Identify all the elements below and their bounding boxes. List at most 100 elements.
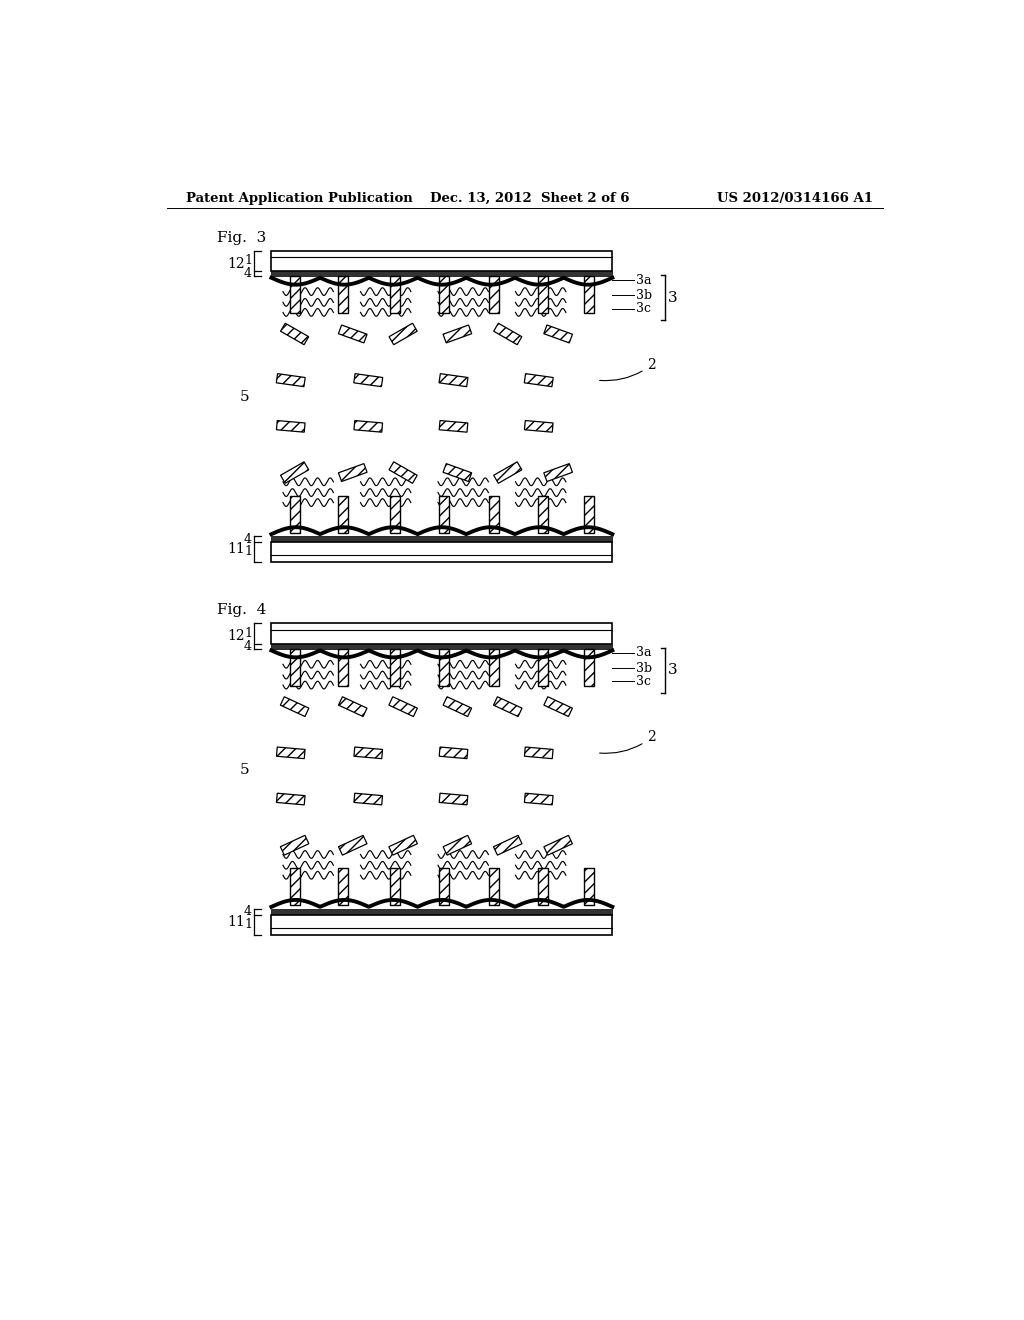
Bar <box>271 271 612 276</box>
Bar <box>439 869 450 906</box>
Bar <box>390 869 400 906</box>
Bar <box>353 374 383 387</box>
Text: 4: 4 <box>244 533 252 545</box>
Bar <box>281 323 308 345</box>
Bar <box>389 836 418 855</box>
Bar <box>439 649 450 686</box>
Text: 1: 1 <box>244 255 252 268</box>
Bar <box>538 496 548 533</box>
Text: 1: 1 <box>244 545 252 558</box>
Bar <box>290 649 300 686</box>
Bar <box>538 649 548 686</box>
Bar <box>494 697 522 717</box>
Bar <box>494 836 522 855</box>
Bar <box>538 276 548 313</box>
Text: 3a: 3a <box>636 647 651 659</box>
Bar <box>443 697 472 717</box>
Bar <box>524 374 553 387</box>
Bar <box>538 869 548 906</box>
Bar <box>271 623 612 644</box>
Text: 5: 5 <box>240 391 250 404</box>
Bar <box>439 374 468 387</box>
Bar <box>439 793 468 805</box>
Text: 3a: 3a <box>636 273 651 286</box>
Bar <box>439 276 450 313</box>
Bar <box>584 869 594 906</box>
Bar <box>271 536 612 543</box>
Bar <box>339 836 367 855</box>
Bar <box>338 276 348 313</box>
Bar <box>524 421 553 432</box>
Bar <box>276 374 305 387</box>
Bar <box>584 276 594 313</box>
Text: 4: 4 <box>244 906 252 919</box>
Text: 4: 4 <box>244 640 252 652</box>
Bar <box>276 421 305 432</box>
Text: 3: 3 <box>669 290 678 305</box>
Text: 11: 11 <box>227 915 245 929</box>
Bar <box>290 276 300 313</box>
Bar <box>544 325 572 343</box>
Text: 2: 2 <box>600 358 656 380</box>
Bar <box>271 915 612 935</box>
Text: 3b: 3b <box>636 661 651 675</box>
Bar <box>390 649 400 686</box>
Text: 12: 12 <box>227 630 245 643</box>
Bar <box>276 747 305 759</box>
Bar <box>544 463 572 482</box>
Text: 5: 5 <box>240 763 250 777</box>
Bar <box>271 543 612 562</box>
Bar <box>439 496 450 533</box>
Bar <box>439 747 468 759</box>
Bar <box>443 836 472 855</box>
Bar <box>338 463 367 482</box>
Bar <box>271 644 612 649</box>
Bar <box>439 421 468 432</box>
Text: Dec. 13, 2012  Sheet 2 of 6: Dec. 13, 2012 Sheet 2 of 6 <box>430 191 630 205</box>
Bar <box>271 251 612 271</box>
Bar <box>290 869 300 906</box>
Bar <box>354 793 383 805</box>
Bar <box>443 325 472 343</box>
Bar <box>271 909 612 915</box>
Bar <box>524 747 553 759</box>
Text: US 2012/0314166 A1: US 2012/0314166 A1 <box>717 191 873 205</box>
Bar <box>389 323 417 345</box>
Text: 12: 12 <box>227 256 245 271</box>
Bar <box>524 793 553 805</box>
Text: Patent Application Publication: Patent Application Publication <box>186 191 413 205</box>
Bar <box>281 697 309 717</box>
Text: 11: 11 <box>227 543 245 556</box>
Bar <box>339 697 367 717</box>
Bar <box>390 276 400 313</box>
Bar <box>389 462 417 483</box>
Bar <box>338 649 348 686</box>
Bar <box>488 276 499 313</box>
Text: 3c: 3c <box>636 675 650 688</box>
Bar <box>338 496 348 533</box>
Bar <box>281 462 308 483</box>
Bar <box>544 697 572 717</box>
Bar <box>276 793 305 805</box>
Bar <box>488 869 499 906</box>
Text: 3b: 3b <box>636 289 651 302</box>
Bar <box>354 421 383 432</box>
Bar <box>494 462 522 483</box>
Text: 1: 1 <box>244 917 252 931</box>
Text: 4: 4 <box>244 267 252 280</box>
Bar <box>290 496 300 533</box>
Bar <box>338 325 367 343</box>
Bar <box>390 496 400 533</box>
Bar <box>494 323 522 345</box>
Bar <box>281 836 309 855</box>
Text: 3c: 3c <box>636 302 650 315</box>
Bar <box>338 869 348 906</box>
Bar <box>389 697 418 717</box>
Bar <box>584 649 594 686</box>
Text: Fig.  4: Fig. 4 <box>217 603 266 618</box>
Bar <box>488 649 499 686</box>
Text: Fig.  3: Fig. 3 <box>217 231 266 244</box>
Text: 2: 2 <box>600 730 656 754</box>
Bar <box>443 463 472 482</box>
Bar <box>354 747 383 759</box>
